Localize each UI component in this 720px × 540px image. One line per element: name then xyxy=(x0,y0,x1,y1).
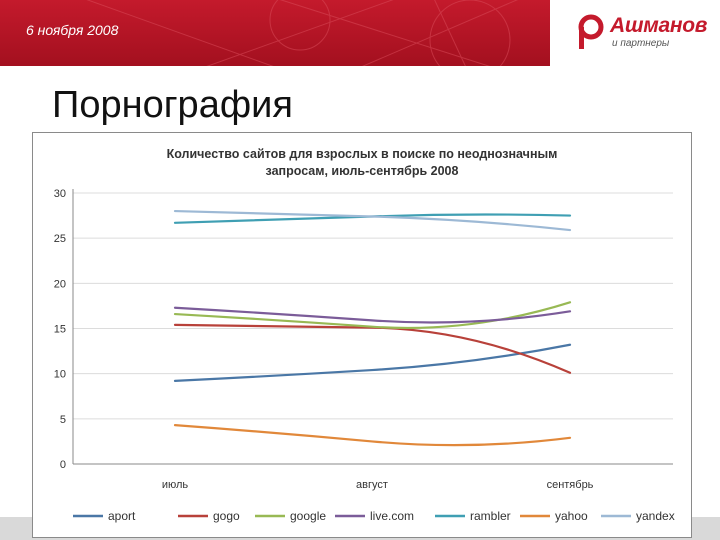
line-chart: Количество сайтов для взрослых в поиске … xyxy=(54,147,675,523)
series-line-google xyxy=(173,301,572,330)
y-tick-label: 20 xyxy=(54,278,66,290)
logo-subtitle: и партнеры xyxy=(612,38,670,49)
x-tick-label: август xyxy=(356,479,388,491)
presentation-date: 6 ноября 2008 xyxy=(26,22,119,38)
chart-title-line: Количество сайтов для взрослых в поиске … xyxy=(167,147,558,161)
y-tick-label: 25 xyxy=(54,233,66,245)
chart-title-line: запросам, июль-сентябрь 2008 xyxy=(266,164,459,178)
legend-label: rambler xyxy=(470,509,511,523)
series-line-yahoo xyxy=(173,424,572,447)
y-tick-label: 10 xyxy=(54,369,66,381)
header-pattern xyxy=(86,0,519,66)
slide-header: 6 ноября 2008 Ашманов и партнеры xyxy=(0,0,720,66)
series-line-live-com xyxy=(173,306,572,324)
series-line-yandex xyxy=(173,209,572,232)
slide-title: Порнография xyxy=(52,84,293,126)
logo-mark-icon xyxy=(578,14,604,49)
legend-label: live.com xyxy=(370,509,414,523)
company-logo: Ашманов и партнеры xyxy=(550,0,720,66)
x-tick-label: сентябрь xyxy=(547,479,594,491)
series-line-gogo xyxy=(173,323,572,374)
legend-label: yandex xyxy=(636,509,675,523)
chart-frame: Количество сайтов для взрослых в поиске … xyxy=(32,132,692,538)
y-tick-label: 15 xyxy=(54,324,66,336)
y-tick-label: 0 xyxy=(60,459,66,471)
y-tick-label: 30 xyxy=(54,188,66,200)
series-line-aport xyxy=(173,343,572,382)
legend-label: google xyxy=(290,509,326,523)
legend-label: yahoo xyxy=(555,509,588,523)
logo-name: Ашманов xyxy=(610,14,708,37)
legend-label: aport xyxy=(108,509,136,523)
y-tick-label: 5 xyxy=(60,414,66,426)
legend-label: gogo xyxy=(213,509,240,523)
x-tick-label: июль xyxy=(162,479,189,491)
